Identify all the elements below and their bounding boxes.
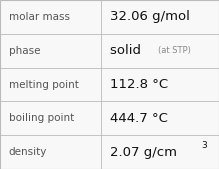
- Text: 3: 3: [201, 141, 207, 150]
- Text: phase: phase: [9, 46, 40, 56]
- Text: boiling point: boiling point: [9, 113, 74, 123]
- Text: 2.07 g/cm: 2.07 g/cm: [110, 146, 177, 159]
- Text: molar mass: molar mass: [9, 12, 70, 22]
- Text: melting point: melting point: [9, 79, 79, 90]
- Text: 112.8 °C: 112.8 °C: [110, 78, 168, 91]
- Text: 32.06 g/mol: 32.06 g/mol: [110, 10, 189, 23]
- Text: (at STP): (at STP): [158, 46, 191, 55]
- Text: 444.7 °C: 444.7 °C: [110, 112, 167, 125]
- Text: solid: solid: [110, 44, 149, 57]
- Text: density: density: [9, 147, 47, 157]
